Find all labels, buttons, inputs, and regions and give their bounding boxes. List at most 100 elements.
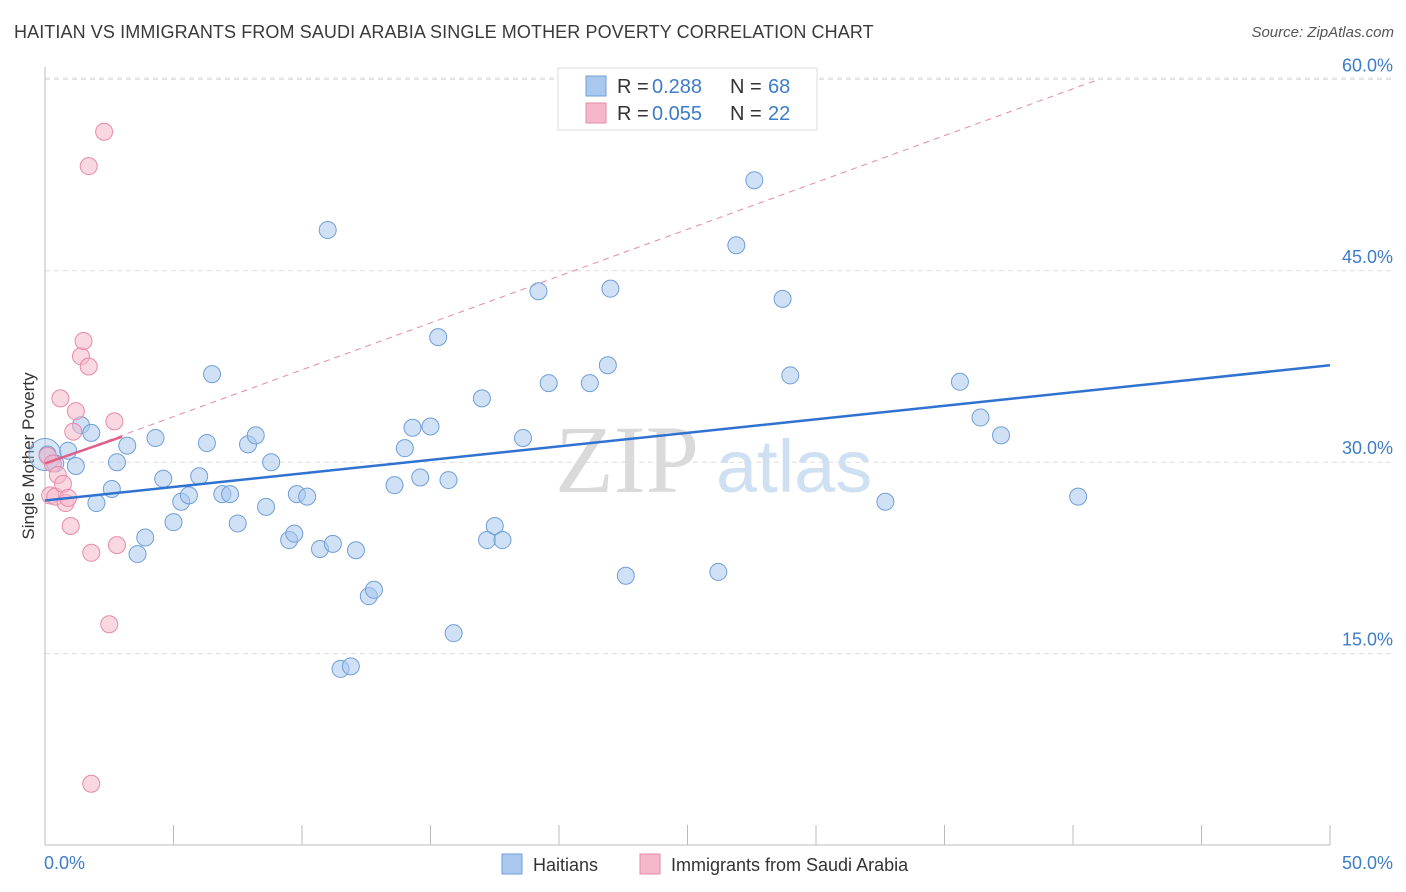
legend-bottom-swatch-saudi: [639, 853, 661, 875]
watermark-atlas: atlas: [716, 425, 872, 508]
haitians-point-56: [601, 279, 620, 298]
haitians-point-53: [539, 374, 558, 393]
haitians-point-17: [190, 467, 209, 486]
haitians-point-44: [429, 328, 448, 347]
legend-stats: R = 0.288 N = 68 R = 0.055 N = 22: [557, 67, 818, 131]
haitians-point-28: [285, 524, 304, 543]
haitians-point-49: [485, 517, 504, 535]
saudi-point-5: [51, 389, 70, 408]
legend-r-value-haitians: 0.288: [652, 76, 702, 98]
legend-bottom-swatch-haitians: [501, 853, 523, 875]
haitians-point-36: [346, 541, 365, 560]
haitians-point-19: [203, 365, 222, 384]
x-axis-ticks: [173, 825, 1331, 845]
saudi-point-17: [82, 774, 101, 793]
haitians-point-54: [580, 374, 599, 393]
x-tick-label-max: 50.0%: [1342, 853, 1393, 873]
haitians-point-63: [876, 492, 895, 511]
haitians-point-26: [262, 453, 281, 472]
saudi-point-13: [74, 331, 93, 350]
haitians-point-41: [403, 418, 422, 437]
legend-bottom-label-saudi: Immigrants from Saudi Arabia: [671, 855, 909, 875]
haitians-point-57: [616, 566, 635, 585]
haitians-point-40: [395, 439, 414, 458]
source-credit: Source: ZipAtlas.com: [1251, 24, 1394, 41]
haitians-point-38: [364, 580, 383, 599]
haitians-point-39: [385, 476, 404, 495]
haitians-point-33: [323, 534, 342, 553]
haitians-point-6: [87, 494, 106, 513]
haitians-point-45: [439, 471, 458, 490]
haitians-point-21: [221, 485, 240, 504]
legend-r-label-haitians: R =: [617, 76, 649, 98]
legend-n-label-saudi: N =: [730, 103, 762, 125]
saudi-point-14: [79, 357, 98, 376]
haitians-point-50: [493, 531, 512, 550]
saudi-point-21: [107, 536, 126, 555]
saudi-trend-line: [44, 435, 123, 465]
haitians-point-24: [246, 426, 265, 445]
legend-n-label-haitians: N =: [730, 76, 762, 98]
y-tick-label-3: 60.0%: [1342, 55, 1393, 75]
watermark: ZIP atlas: [555, 406, 872, 513]
haitians-point-47: [472, 389, 491, 408]
haitians-point-22: [228, 514, 247, 533]
x-tick-label-min: 0.0%: [44, 853, 85, 873]
haitians-point-14: [164, 513, 183, 532]
haitians-point-65: [971, 408, 990, 427]
saudi-point-15: [79, 157, 98, 176]
haitians-point-30: [298, 487, 317, 506]
haitians-points: [28, 171, 1088, 678]
haitians-point-59: [727, 236, 746, 255]
y-tick-label-1: 30.0%: [1342, 438, 1393, 458]
saudi-point-18: [95, 122, 114, 141]
legend-n-value-haitians: 68: [768, 76, 790, 98]
haitians-point-12: [146, 428, 165, 447]
haitians-point-18: [197, 434, 216, 453]
y-tick-label-2: 45.0%: [1342, 247, 1393, 267]
saudi-point-19: [100, 615, 119, 634]
haitians-point-10: [128, 545, 147, 564]
legend-n-value-saudi: 22: [768, 103, 790, 125]
haitians-point-64: [950, 372, 969, 391]
haitians-point-42: [411, 468, 430, 487]
haitians-point-55: [598, 356, 617, 375]
saudi-point-16: [82, 543, 101, 562]
watermark-zip: ZIP: [555, 406, 699, 513]
legend-series: Haitians Immigrants from Saudi Arabia: [501, 853, 909, 875]
saudi-point-20: [105, 412, 124, 431]
haitians-point-3: [66, 457, 85, 476]
legend-r-label-saudi: R =: [617, 103, 649, 125]
haitians-point-16: [179, 486, 198, 505]
y-axis-tick-labels: 15.0% 30.0% 45.0% 60.0%: [1342, 55, 1393, 649]
haitians-point-13: [154, 469, 173, 488]
haitians-point-5: [82, 423, 101, 442]
haitians-point-43: [421, 417, 440, 436]
saudi-point-10: [64, 422, 83, 441]
haitians-point-11: [136, 528, 155, 547]
haitians-point-52: [529, 282, 548, 301]
haitians-point-8: [107, 453, 126, 472]
haitians-point-60: [745, 171, 764, 190]
haitians-point-32: [318, 220, 337, 239]
haitians-point-61: [773, 289, 792, 308]
legend-r-value-saudi: 0.055: [652, 103, 702, 125]
chart-title: HAITIAN VS IMMIGRANTS FROM SAUDI ARABIA …: [14, 22, 874, 42]
haitians-point-58: [709, 562, 728, 581]
haitians-point-46: [444, 624, 463, 643]
saudi-point-11: [66, 402, 85, 421]
haitians-point-25: [257, 497, 276, 516]
haitians-point-9: [118, 436, 137, 455]
saudi-point-9: [61, 517, 80, 535]
y-axis-label: Single Mother Poverty: [19, 372, 38, 540]
haitians-point-66: [992, 426, 1011, 445]
haitians-trend-line: [44, 363, 1331, 502]
haitians-point-67: [1069, 487, 1088, 506]
haitians-point-62: [781, 366, 800, 385]
y-tick-label-0: 15.0%: [1342, 630, 1393, 650]
haitians-point-35: [341, 657, 360, 676]
legend-swatch-saudi: [585, 102, 607, 124]
legend-swatch-haitians: [585, 75, 607, 97]
legend-bottom-label-haitians: Haitians: [533, 855, 598, 875]
